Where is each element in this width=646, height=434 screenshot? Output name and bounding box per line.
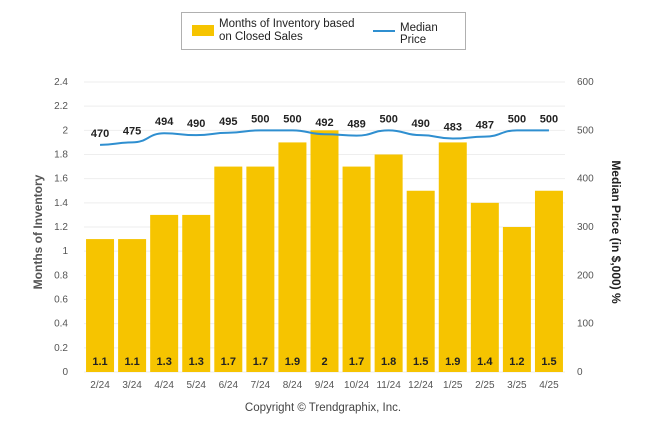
y-left-tick-label: 1.2 (54, 222, 68, 233)
line-value-label: 500 (540, 113, 558, 125)
bar-value-label: 1.3 (189, 356, 204, 368)
bar-value-label: 1.1 (124, 356, 139, 368)
y-left-tick-label: 0.4 (54, 319, 68, 330)
bar (310, 130, 339, 372)
bar (86, 239, 115, 372)
bar (214, 166, 243, 372)
x-tick-label: 6/24 (219, 380, 239, 391)
x-tick-label: 11/24 (376, 380, 401, 391)
bar-value-label: 1.9 (445, 356, 460, 368)
bar-value-label: 1.7 (253, 356, 268, 368)
bar-value-label: 1.8 (381, 356, 396, 368)
y-left-tick-label: 0.2 (54, 343, 68, 354)
y-right-tick-label: 200 (577, 270, 594, 281)
line-value-label: 489 (347, 119, 365, 131)
bar (278, 142, 307, 372)
y-right-axis-title: Median Price (in $,000) % (609, 160, 623, 304)
x-tick-label: 1/25 (443, 380, 463, 391)
y-left-tick-label: 2.4 (54, 77, 68, 88)
y-right-tick-label: 400 (577, 174, 594, 185)
legend: Months of Inventory based on Closed Sale… (181, 12, 466, 50)
line-value-label: 475 (123, 125, 141, 137)
line-value-label: 490 (412, 118, 430, 130)
y-left-tick-label: 1.8 (54, 150, 68, 161)
line-value-label: 494 (155, 116, 174, 128)
line-value-label: 500 (283, 113, 301, 125)
x-tick-label: 2/25 (475, 380, 495, 391)
x-tick-label: 4/24 (154, 380, 174, 391)
y-right-tick-label: 600 (577, 77, 594, 88)
bar (406, 190, 435, 372)
line-value-label: 470 (91, 128, 109, 140)
x-tick-label: 7/24 (251, 380, 271, 391)
bar-value-label: 1.3 (157, 356, 172, 368)
line-value-label: 495 (219, 116, 237, 128)
bar (374, 154, 403, 372)
bar (438, 142, 467, 372)
bar (118, 239, 147, 372)
bar-value-label: 1.5 (541, 356, 556, 368)
y-left-tick-label: 0.6 (54, 295, 68, 306)
line-value-label: 500 (379, 113, 397, 125)
x-tick-label: 4/25 (539, 380, 559, 391)
bar-value-label: 2 (321, 356, 327, 368)
legend-line-label: Median Price (400, 22, 438, 46)
x-tick-label: 12/24 (408, 380, 433, 391)
x-tick-label: 9/24 (315, 380, 335, 391)
bar-value-label: 1.2 (509, 356, 524, 368)
y-left-tick-label: 0.8 (54, 270, 68, 281)
bar-value-label: 1.4 (477, 356, 493, 368)
bar (342, 166, 371, 372)
y-right-tick-label: 0 (577, 367, 583, 378)
bar-value-label: 1.9 (285, 356, 300, 368)
bar (534, 190, 563, 372)
bar-value-label: 1.7 (349, 356, 364, 368)
x-tick-label: 3/25 (507, 380, 527, 391)
y-left-tick-label: 2 (62, 125, 68, 136)
line-value-label: 490 (187, 118, 205, 130)
y-left-axis-title: Months of Inventory (31, 174, 45, 289)
x-tick-label: 5/24 (186, 380, 206, 391)
legend-line-swatch (373, 30, 395, 32)
y-right-tick-label: 500 (577, 125, 594, 136)
y-left-tick-label: 0 (62, 367, 68, 378)
line-value-label: 492 (315, 117, 333, 129)
line-value-label: 483 (444, 122, 462, 134)
bar-value-label: 1.5 (413, 356, 428, 368)
x-tick-label: 10/24 (344, 380, 369, 391)
legend-bar-swatch (192, 25, 214, 36)
bar-value-label: 1.1 (92, 356, 107, 368)
x-tick-label: 8/24 (283, 380, 303, 391)
line-value-label: 500 (251, 113, 269, 125)
bar (150, 214, 179, 372)
bar (470, 202, 499, 372)
y-right-tick-label: 100 (577, 319, 594, 330)
y-right-tick-label: 300 (577, 222, 594, 233)
bar-value-label: 1.7 (221, 356, 236, 368)
y-left-tick-label: 1.6 (54, 174, 68, 185)
x-tick-label: 2/24 (90, 380, 110, 391)
median-price-line (100, 129, 549, 146)
bar (246, 166, 275, 372)
legend-bar-label: Months of Inventory based on Closed Sale… (219, 18, 355, 43)
y-left-tick-label: 1 (62, 246, 68, 257)
x-tick-label: 3/24 (122, 380, 142, 391)
bar (502, 227, 531, 372)
line-value-label: 487 (476, 120, 494, 132)
y-left-tick-label: 1.4 (54, 198, 68, 209)
bar (182, 214, 211, 372)
copyright-text: Copyright © Trendgraphix, Inc. (244, 402, 402, 414)
y-left-tick-label: 2.2 (54, 101, 68, 112)
line-value-label: 500 (508, 113, 526, 125)
